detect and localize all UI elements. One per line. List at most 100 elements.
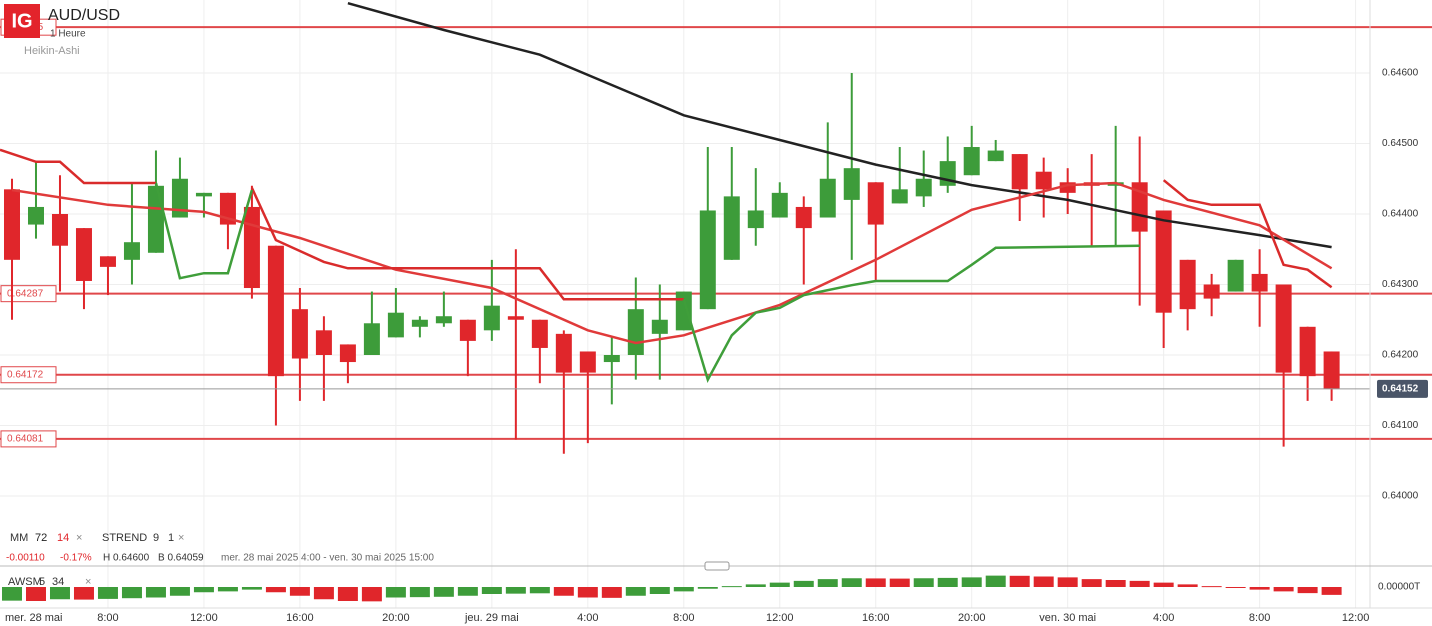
indicator-param: 34 <box>52 576 64 588</box>
candle-body <box>1299 326 1316 377</box>
candle-body <box>3 189 20 260</box>
chart-style: Heikin-Ashi <box>24 45 80 57</box>
y-tick-label: 0.64500 <box>1382 138 1419 149</box>
histogram-bar <box>961 577 982 587</box>
histogram-bar <box>409 587 430 598</box>
histogram-bar <box>241 587 262 590</box>
level-label-box <box>0 366 57 384</box>
candle-body <box>891 189 908 204</box>
interval: 1 Heure <box>50 29 86 40</box>
candle-body <box>99 256 116 267</box>
candle-body <box>267 245 284 377</box>
candle-body <box>363 323 380 355</box>
histogram-bar <box>385 587 406 598</box>
candle-body <box>1059 182 1076 193</box>
histogram-bar <box>97 587 118 599</box>
candle-body <box>1131 182 1148 232</box>
indicator-line <box>11 181 1333 345</box>
candle-body <box>963 147 980 176</box>
candle-body <box>51 214 68 246</box>
indicator-name: AWSM <box>8 576 42 588</box>
candle-body <box>483 305 500 331</box>
candle-body <box>411 319 428 327</box>
pane-handle[interactable] <box>704 561 730 571</box>
candle-body <box>987 150 1004 162</box>
histogram-bar <box>73 587 94 600</box>
candle-body <box>459 319 476 341</box>
histogram-bar <box>673 587 694 592</box>
histogram-bar <box>1009 575 1030 587</box>
x-tick-label: 8:00 <box>97 612 118 624</box>
histogram-bar <box>1153 582 1174 587</box>
level-label: 0.64287 <box>7 288 44 299</box>
candle-body <box>747 210 764 229</box>
y-tick-label: 0.64100 <box>1382 420 1419 431</box>
candle-body <box>1203 284 1220 299</box>
remove-button[interactable]: × <box>85 576 91 588</box>
candle-body <box>1011 154 1028 190</box>
x-tick-label: ven. 30 mai <box>1039 612 1096 624</box>
remove-button[interactable]: × <box>76 532 82 544</box>
histogram-bar <box>553 587 574 596</box>
indicator-line <box>154 182 1140 383</box>
x-tick-label: 12:00 <box>766 612 794 624</box>
candle-body <box>243 206 260 289</box>
high: H 0.64600 <box>103 553 150 564</box>
candle-body <box>1155 210 1172 313</box>
histogram-bar <box>817 579 838 587</box>
x-tick-label: 12:00 <box>190 612 218 624</box>
histogram-bar <box>313 587 334 600</box>
indicator-param: 5 <box>39 576 45 588</box>
x-tick-label: 16:00 <box>286 612 314 624</box>
histogram-bar <box>121 587 142 599</box>
indicator-line <box>347 1 1332 249</box>
candle-body <box>915 178 932 197</box>
indicator-param: 9 <box>153 532 159 544</box>
histogram-bar <box>337 587 358 601</box>
candle-body <box>171 178 188 218</box>
histogram-bar <box>649 587 670 594</box>
indicator-param: 14 <box>57 532 69 544</box>
candle-body <box>147 185 164 253</box>
level-label-box <box>0 285 57 303</box>
histogram-bar <box>217 587 238 592</box>
histogram-bar <box>913 578 934 587</box>
header: IG AUD/USD 1 Heure Heikin-Ashi <box>4 4 120 57</box>
histogram-bar <box>841 578 862 587</box>
candle-body <box>771 192 788 218</box>
date-label: mer. 28 mai <box>5 612 62 624</box>
candle-body <box>579 351 596 373</box>
logo-text: IG <box>11 10 32 32</box>
x-tick-label: 8:00 <box>1249 612 1270 624</box>
histogram-bar <box>481 587 502 594</box>
x-tick-label: 12:00 <box>1342 612 1370 624</box>
y-tick-label: 0.64600 <box>1382 68 1419 79</box>
indicator-param: 1 <box>168 532 174 544</box>
remove-button[interactable]: × <box>178 532 184 544</box>
y-tick-label: 0.64000 <box>1382 491 1419 502</box>
histogram-bar <box>1249 587 1270 590</box>
histogram-bar <box>985 575 1006 587</box>
candle-body <box>1035 171 1052 190</box>
histogram-bar <box>1105 580 1126 587</box>
histogram-bar <box>1225 587 1246 588</box>
candle-body <box>195 192 212 197</box>
candle-body <box>387 312 404 338</box>
histogram-bar <box>769 582 790 587</box>
histogram-bar <box>25 587 46 601</box>
logo <box>4 4 40 38</box>
histogram-bar <box>1033 576 1054 587</box>
histogram-bar <box>601 587 622 598</box>
candle-body <box>339 344 356 363</box>
histogram-bar <box>145 587 166 598</box>
histogram-bar <box>529 587 550 594</box>
x-tick-label: 4:00 <box>1153 612 1174 624</box>
histogram-bar <box>289 587 310 596</box>
candle-body <box>723 196 740 260</box>
x-tick-label: 4:00 <box>577 612 598 624</box>
x-tick-label: 8:00 <box>673 612 694 624</box>
indicator-name: STREND <box>102 532 147 544</box>
